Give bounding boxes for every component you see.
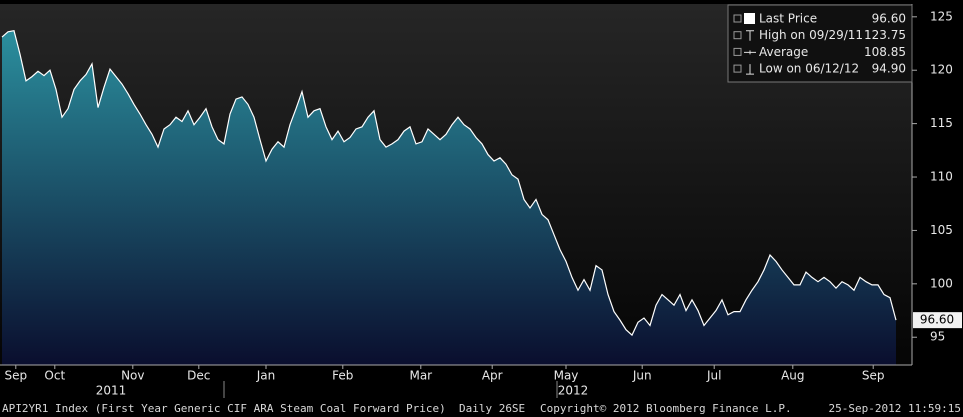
legend-label: Low on 06/12/12 (759, 62, 859, 76)
last-price-tag (913, 312, 962, 329)
legend-box (727, 4, 913, 83)
x-tick-label: Aug (781, 369, 804, 383)
x-tick-label: Dec (187, 369, 210, 383)
legend-value: 96.60 (872, 12, 906, 26)
legend-expander (733, 64, 742, 73)
legend-expander (733, 31, 742, 40)
y-tick-label: 105 (930, 223, 953, 237)
legend-icon (744, 50, 756, 55)
x-tick-label: Jan (256, 369, 276, 383)
x-tick-label: Oct (44, 369, 65, 383)
x-tick-label: May (554, 369, 579, 383)
y-tick-label: 110 (930, 170, 953, 184)
footer-index: API2YR1 Index (First Year Generic CIF AR… (2, 402, 525, 415)
x-tick-label: Sep (862, 369, 885, 383)
legend-value: 123.75 (864, 28, 906, 42)
legend-label: High on 09/29/11 (759, 28, 863, 42)
footer-copyright: Copyright© 2012 Bloomberg Finance L.P. (540, 402, 792, 415)
x-tick-label: Feb (332, 369, 353, 383)
y-tick-label: 125 (930, 9, 953, 23)
y-tick-label: 120 (930, 63, 953, 77)
x-tick-label: Mar (409, 369, 432, 383)
legend-icon (746, 64, 754, 75)
legend-value: 108.85 (864, 45, 906, 59)
legend-icon (746, 30, 754, 41)
legend-expander (733, 14, 742, 23)
year-label: 2012 (558, 384, 589, 398)
x-tick-label: Jun (632, 369, 652, 383)
x-tick-label: Apr (482, 369, 503, 383)
year-label: 2011 (96, 384, 127, 398)
y-tick-label: 100 (930, 276, 953, 290)
legend-swatch (744, 13, 755, 24)
y-tick-label: 95 (930, 330, 945, 344)
x-tick-label: Jul (706, 369, 721, 383)
legend-label: Average (759, 45, 808, 59)
line (1, 30, 897, 337)
legend-label: Last Price (759, 12, 817, 26)
footer-timestamp: 25-Sep-2012 11:59:15 (829, 402, 961, 415)
y-tick-label: 115 (930, 116, 953, 130)
legend-expander (733, 47, 742, 56)
x-tick-label: Nov (121, 369, 144, 383)
area (2, 30, 896, 366)
x-tick-label: Sep (4, 369, 27, 383)
last-price-tag-label: 96.60 (920, 313, 954, 327)
legend-value: 94.90 (872, 62, 906, 76)
